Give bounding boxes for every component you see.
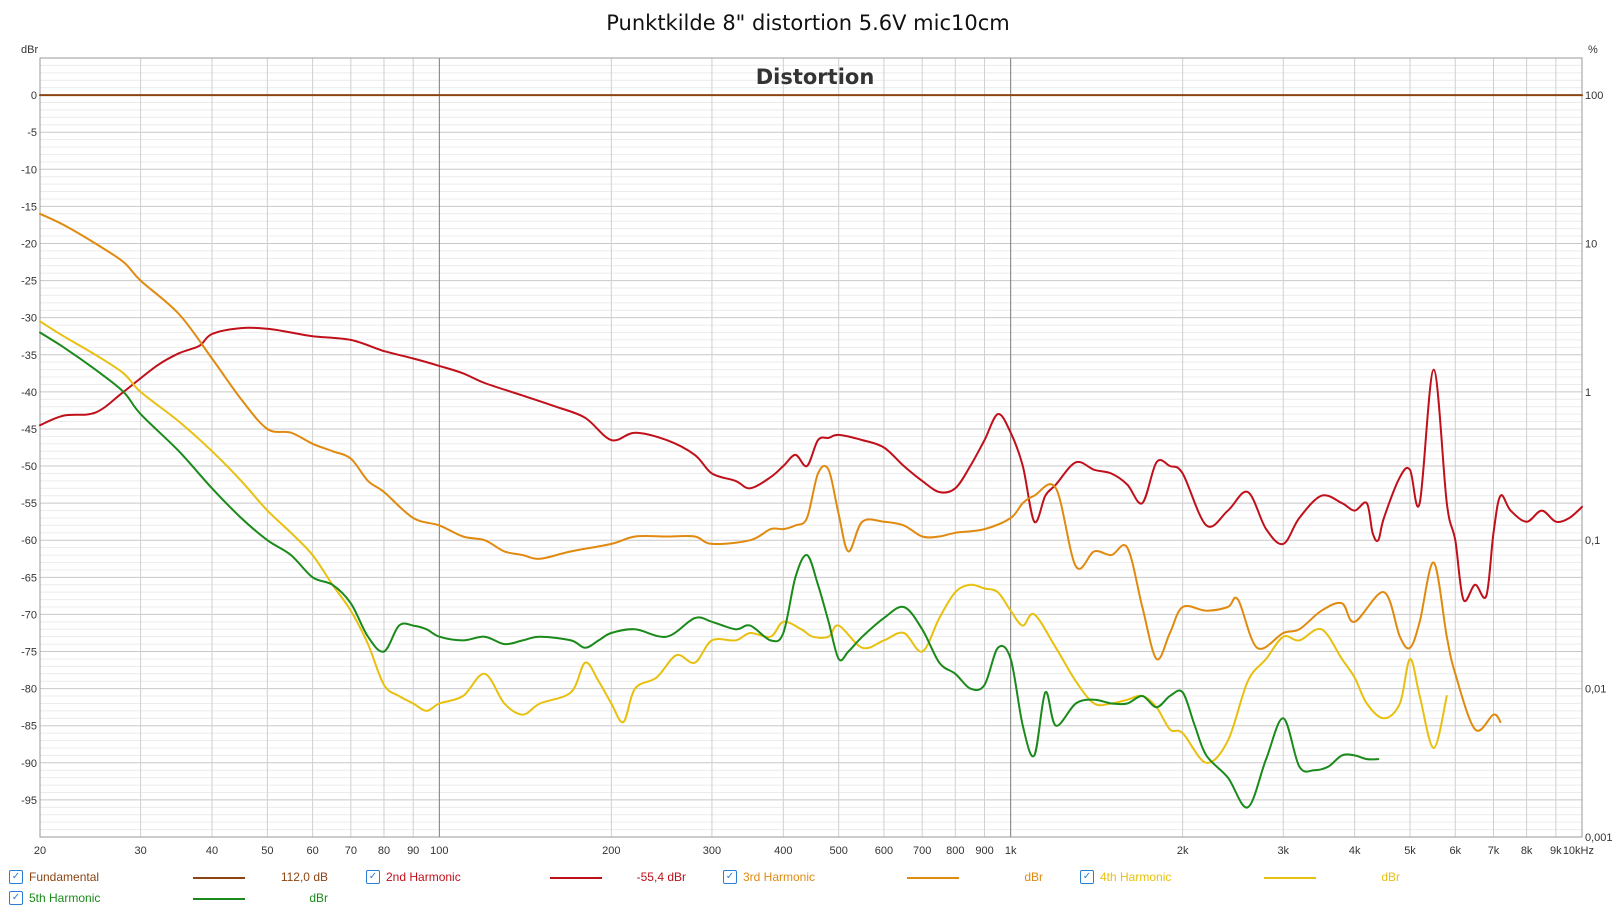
checkbox-3rd-harmonic[interactable]: ✓ xyxy=(723,870,737,884)
legend-value-2nd-harmonic: -55,4 dBr xyxy=(636,870,686,884)
right-tick-label: 0,01 xyxy=(1585,684,1606,696)
x-tick-label: 7k xyxy=(1488,845,1500,857)
grid xyxy=(39,57,1583,838)
y-tick-label: -95 xyxy=(21,795,37,807)
x-tick-label: 200 xyxy=(602,845,620,857)
right-axis: 100 10 1 0,1 0,01 0,001 xyxy=(1585,90,1613,844)
legend-value-fundamental: 112,0 dB xyxy=(280,870,328,884)
y-tick-label: -55 xyxy=(21,498,37,510)
y-tick-label: -60 xyxy=(21,535,37,547)
checkbox-fundamental[interactable]: ✓ xyxy=(9,870,23,884)
y-tick-label: -45 xyxy=(21,424,37,436)
y-tick-label: -90 xyxy=(21,758,37,770)
x-tick-label: 5k xyxy=(1404,845,1416,857)
x-tick-label: 500 xyxy=(830,845,848,857)
legend-swatch-2nd-harmonic xyxy=(550,877,602,879)
plot-frame xyxy=(39,57,1583,838)
legend-swatch-4th-harmonic xyxy=(1264,877,1316,879)
x-tick-label: 50 xyxy=(261,845,273,857)
legend-label-fundamental: Fundamental xyxy=(29,870,100,884)
y-tick-label: -50 xyxy=(21,461,37,473)
x-tick-label: 700 xyxy=(913,845,931,857)
chart-title: Punktkilde 8" distortion 5.6V mic10cm xyxy=(606,11,1009,35)
right-tick-label: 1 xyxy=(1585,387,1591,399)
legend-item-5th-harmonic[interactable]: ✓ 5th Harmonic xyxy=(9,889,100,907)
chart-subtitle: Distortion xyxy=(756,65,875,89)
y-tick-label: -30 xyxy=(21,313,37,325)
x-tick-label: 4k xyxy=(1349,845,1361,857)
series-line-3rd-harmonic xyxy=(39,212,1502,732)
y-axis: 0 -5 -10 -15 -20 -25 -30 -35 -40 -45 -50 -55 -60 -65 -… xyxy=(21,90,37,807)
x-tick-label: 6k xyxy=(1449,845,1461,857)
checkbox-4th-harmonic[interactable]: ✓ xyxy=(1080,870,1094,884)
y-tick-label: -15 xyxy=(21,201,37,213)
right-tick-label: 0,001 xyxy=(1585,832,1613,844)
legend-label-2nd-harmonic: 2nd Harmonic xyxy=(386,870,461,884)
x-tick-label: 20 xyxy=(34,845,46,857)
distortion-chart: 0 -5 -10 -15 -20 -25 -30 -35 -40 -45 -50 -55 -60 -65 -… xyxy=(21,11,1613,857)
legend-item-4th-harmonic[interactable]: ✓ 4th Harmonic xyxy=(1080,868,1171,886)
y-tick-label: -85 xyxy=(21,721,37,733)
y-tick-label: -80 xyxy=(21,684,37,696)
series-line-4th-harmonic xyxy=(39,320,1448,764)
right-tick-label: 100 xyxy=(1585,90,1603,102)
x-tick-label: 2k xyxy=(1177,845,1189,857)
x-tick-label: 40 xyxy=(206,845,218,857)
x-axis: 20 30 40 50 60 70 80 90 100 200 300 400 500 600 700 800… xyxy=(34,845,1594,857)
x-tick-label: 600 xyxy=(875,845,893,857)
legend: ✓ Fundamental 112,0 dB ✓ 2nd Harmonic -5… xyxy=(0,862,1617,912)
right-tick-label: 10 xyxy=(1585,238,1597,250)
legend-label-4th-harmonic: 4th Harmonic xyxy=(1100,870,1172,884)
y-tick-label: -35 xyxy=(21,350,37,362)
checkbox-5th-harmonic[interactable]: ✓ xyxy=(9,891,23,905)
x-tick-label: 3k xyxy=(1277,845,1289,857)
legend-value-5th-harmonic: dBr xyxy=(309,891,328,905)
legend-swatch-fundamental xyxy=(193,877,245,879)
legend-swatch-3rd-harmonic xyxy=(907,877,959,879)
x-tick-label: 400 xyxy=(774,845,792,857)
y-tick-label: 0 xyxy=(31,90,37,102)
x-tick-label: 80 xyxy=(378,845,390,857)
x-tick-label: 1k xyxy=(1005,845,1017,857)
right-axis-unit: % xyxy=(1588,44,1598,56)
y-tick-label: -40 xyxy=(21,387,37,399)
x-tick-label: 9k xyxy=(1550,845,1562,857)
legend-swatch-5th-harmonic xyxy=(193,898,245,900)
x-tick-label: 900 xyxy=(975,845,993,857)
x-tick-label: 90 xyxy=(407,845,419,857)
y-tick-label: -25 xyxy=(21,276,37,288)
x-tick-label: 100 xyxy=(430,845,448,857)
legend-label-3rd-harmonic: 3rd Harmonic xyxy=(743,870,816,884)
legend-item-fundamental[interactable]: ✓ Fundamental xyxy=(9,868,99,886)
y-tick-label: -10 xyxy=(21,164,37,176)
legend-value-4th-harmonic: dBr xyxy=(1381,870,1400,884)
series-line-5th-harmonic xyxy=(39,331,1380,809)
series-lines xyxy=(39,94,1583,809)
x-tick-label: 10kHz xyxy=(1563,845,1594,857)
x-tick-label: 800 xyxy=(946,845,964,857)
legend-value-3rd-harmonic: dBr xyxy=(1024,870,1043,884)
x-tick-label: 60 xyxy=(306,845,318,857)
legend-label-5th-harmonic: 5th Harmonic xyxy=(29,891,101,905)
x-tick-label: 70 xyxy=(345,845,357,857)
legend-item-3rd-harmonic[interactable]: ✓ 3rd Harmonic xyxy=(723,868,815,886)
legend-item-2nd-harmonic[interactable]: ✓ 2nd Harmonic xyxy=(366,868,461,886)
series-line-2nd-harmonic xyxy=(39,326,1583,603)
y-tick-label: -70 xyxy=(21,609,37,621)
left-axis-unit: dBr xyxy=(21,44,38,56)
x-tick-label: 30 xyxy=(134,845,146,857)
x-tick-label: 300 xyxy=(703,845,721,857)
y-tick-label: -75 xyxy=(21,647,37,659)
x-tick-label: 8k xyxy=(1521,845,1533,857)
y-tick-label: -65 xyxy=(21,572,37,584)
y-tick-label: -5 xyxy=(27,127,37,139)
checkbox-2nd-harmonic[interactable]: ✓ xyxy=(366,870,380,884)
y-tick-label: -20 xyxy=(21,238,37,250)
right-tick-label: 0,1 xyxy=(1585,535,1600,547)
